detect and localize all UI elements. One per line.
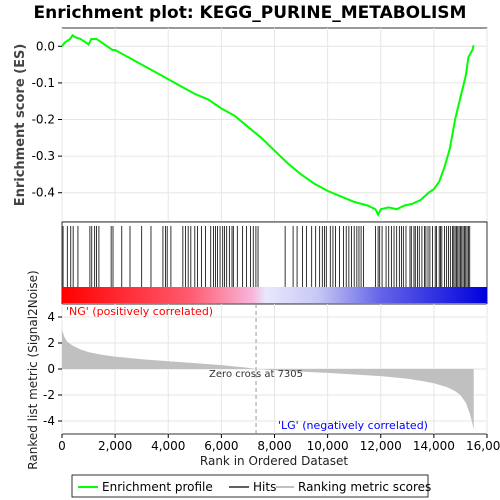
- metric-y-tick-label: 2: [47, 336, 55, 350]
- legend: Enrichment profile Hits Ranking metric s…: [71, 474, 431, 498]
- metric-y-tick-label: 0: [47, 362, 55, 376]
- legend-label-hits: Hits: [253, 480, 276, 494]
- negative-correlation-label: 'LG' (negatively correlated): [278, 419, 428, 432]
- x-tick-label: 10,000: [307, 439, 349, 453]
- metric-y-tick-label: -4: [43, 414, 55, 428]
- x-tick-label: 6,000: [204, 439, 238, 453]
- metric-y-tick-label: 4: [47, 310, 55, 324]
- es-y-tick-label: -0.4: [32, 186, 55, 200]
- zero-cross-label: Zero cross at 7305: [209, 369, 303, 380]
- es-panel: 0.0 -0.1 -0.2 -0.3 -0.4 Enrichment score (ES…: [13, 27, 488, 223]
- legend-label-enrichment: Enrichment profile: [102, 480, 213, 494]
- es-y-tick-label: -0.1: [32, 76, 55, 90]
- es-y-ticks: 0.0 -0.1 -0.2 -0.3 -0.4: [32, 39, 62, 200]
- x-tick-label: 2,000: [98, 439, 132, 453]
- x-tick-label: 14,000: [413, 439, 455, 453]
- metric-y-axis-title: Ranked list metric (Signal2Noise): [26, 270, 40, 469]
- hit-lines: [62, 226, 471, 287]
- x-axis-title: Rank in Ordered Dataset: [200, 454, 348, 468]
- metric-y-tick-label: -2: [43, 388, 55, 402]
- x-tick-label: 8,000: [257, 439, 291, 453]
- es-y-axis-title: Enrichment score (ES): [13, 44, 28, 207]
- chart-title: Enrichment plot: KEGG_PURINE_METABOLISM: [34, 3, 467, 23]
- es-y-tick-label: 0.0: [36, 39, 55, 53]
- legend-frame: [71, 474, 429, 498]
- x-axis-ticks: 0 2,000 4,000 6,000 8,000 10,000 12,000 14,000 1…: [58, 434, 500, 453]
- metric-panel: Zero cross at 7305 'NG' (positively corr…: [26, 270, 488, 470]
- x-tick-label: 16,000: [466, 439, 500, 453]
- x-tick-label: 0: [58, 439, 66, 453]
- legend-label-metric: Ranking metric scores: [298, 480, 431, 494]
- metric-y-ticks: 4 2 0 -2 -4: [43, 310, 62, 428]
- positive-correlation-label: 'NG' (positively correlated): [66, 305, 213, 318]
- rank-color-bar: [62, 287, 487, 303]
- x-tick-label: 4,000: [151, 439, 185, 453]
- hits-panel: [61, 221, 488, 305]
- es-gridlines: [61, 28, 488, 222]
- x-tick-label: 12,000: [360, 439, 402, 453]
- enrichment-profile-line: [61, 33, 475, 217]
- es-y-tick-label: -0.3: [32, 149, 55, 163]
- es-y-tick-label: -0.2: [32, 113, 55, 127]
